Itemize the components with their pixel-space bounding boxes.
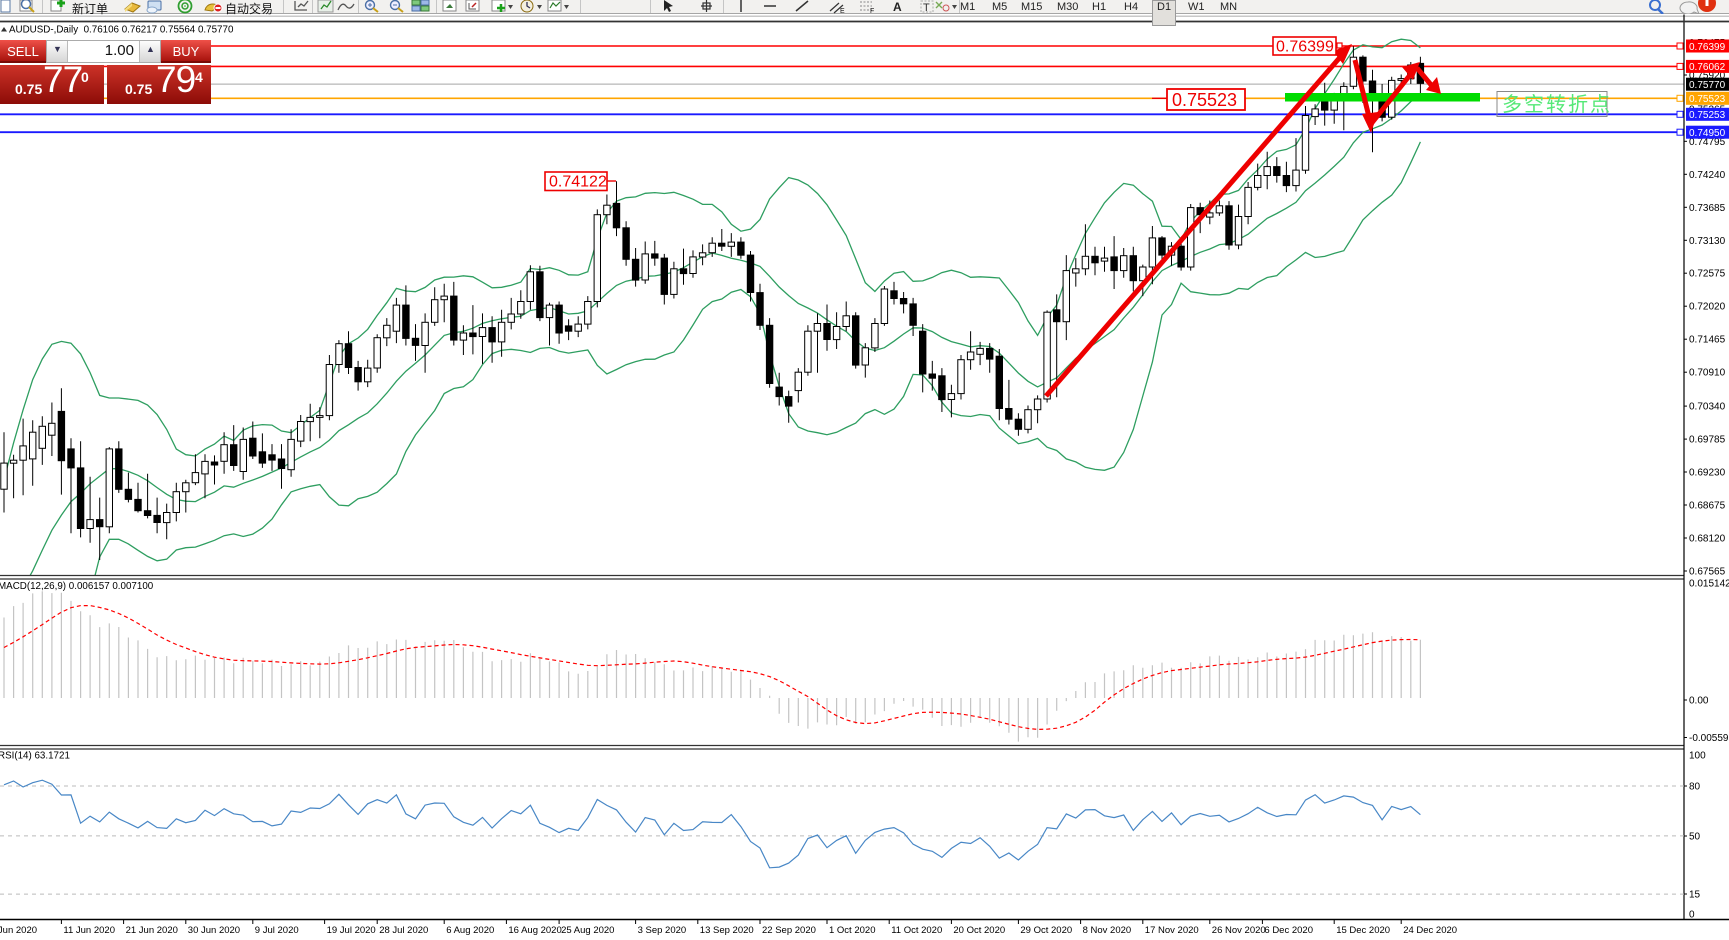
svg-text:E: E [840, 8, 845, 14]
svg-text:11 Oct 2020: 11 Oct 2020 [891, 925, 942, 936]
svg-text:16 Aug 2020: 16 Aug 2020 [508, 925, 561, 936]
svg-text:0.70340: 0.70340 [1689, 402, 1726, 413]
svg-text:22 Sep 2020: 22 Sep 2020 [762, 925, 816, 936]
svg-text:9 Jul 2020: 9 Jul 2020 [255, 925, 299, 936]
svg-text:0.015142: 0.015142 [1689, 579, 1729, 590]
svg-text:25 Aug 2020: 25 Aug 2020 [561, 925, 614, 936]
svg-text:21 Jun 2020: 21 Jun 2020 [126, 925, 178, 936]
svg-text:0.70910: 0.70910 [1689, 368, 1726, 379]
svg-text:8 Nov 2020: 8 Nov 2020 [1083, 925, 1132, 936]
svg-text:15 Dec 2020: 15 Dec 2020 [1336, 925, 1390, 936]
svg-text:A: A [893, 0, 902, 14]
svg-text:24 Dec 2020: 24 Dec 2020 [1403, 925, 1457, 936]
svg-text:0.72020: 0.72020 [1689, 302, 1726, 313]
svg-text:0.72575: 0.72575 [1689, 269, 1726, 280]
svg-text:0.74240: 0.74240 [1689, 170, 1726, 181]
svg-text:0.69230: 0.69230 [1689, 468, 1726, 479]
svg-text:26 Nov 2020: 26 Nov 2020 [1212, 925, 1266, 936]
svg-text:AUDUSD-,Daily 0.76106 0.76217: AUDUSD-,Daily 0.76106 0.76217 0.75564 0.… [9, 25, 234, 36]
svg-text:1 Oct 2020: 1 Oct 2020 [829, 925, 875, 936]
svg-text:MACD(12,26,9) 0.006157 0.00710: MACD(12,26,9) 0.006157 0.007100 [0, 581, 154, 592]
svg-text:-0.005595: -0.005595 [1689, 733, 1729, 744]
svg-text:0.75920: 0.75920 [1689, 71, 1726, 82]
svg-text:0: 0 [1689, 910, 1695, 921]
svg-text:0.68675: 0.68675 [1689, 501, 1726, 512]
svg-text:0.76399: 0.76399 [1689, 42, 1726, 53]
svg-text:15: 15 [1689, 890, 1701, 901]
svg-text:0.67565: 0.67565 [1689, 567, 1726, 578]
svg-text:F: F [870, 8, 874, 14]
svg-text:0.71465: 0.71465 [1689, 335, 1726, 346]
svg-text:50: 50 [1689, 832, 1701, 843]
svg-text:0.75523: 0.75523 [1689, 94, 1726, 105]
svg-text:20 Oct 2020: 20 Oct 2020 [953, 925, 1005, 936]
svg-text:多空转折点: 多空转折点 [1502, 93, 1612, 116]
svg-text:0.75523: 0.75523 [1172, 90, 1237, 110]
svg-text:30 Jun 2020: 30 Jun 2020 [188, 925, 240, 936]
svg-text:28 Jul 2020: 28 Jul 2020 [379, 925, 428, 936]
svg-text:100: 100 [1689, 751, 1706, 762]
svg-text:11 Jun 2020: 11 Jun 2020 [63, 925, 115, 936]
svg-text:0.00: 0.00 [1689, 696, 1709, 707]
svg-text:0.76399: 0.76399 [1276, 39, 1334, 56]
svg-text:0.76062: 0.76062 [1689, 62, 1726, 73]
svg-text:RSI(14) 63.1721: RSI(14) 63.1721 [0, 751, 70, 762]
svg-text:6 Dec 2020: 6 Dec 2020 [1264, 925, 1313, 936]
svg-text:0.73685: 0.73685 [1689, 203, 1726, 214]
svg-text:0.68120: 0.68120 [1689, 534, 1726, 545]
svg-text:29 Oct 2020: 29 Oct 2020 [1020, 925, 1072, 936]
svg-text:0.74122: 0.74122 [549, 174, 607, 191]
svg-text:T: T [923, 2, 930, 14]
svg-text:80: 80 [1689, 782, 1701, 793]
svg-text:19 Jul 2020: 19 Jul 2020 [327, 925, 376, 936]
svg-text:0.75253: 0.75253 [1689, 110, 1726, 121]
svg-text:1 Jun 2020: 1 Jun 2020 [0, 925, 37, 936]
svg-text:0.75770: 0.75770 [1689, 80, 1726, 91]
svg-text:6 Aug 2020: 6 Aug 2020 [446, 925, 494, 936]
svg-text:13 Sep 2020: 13 Sep 2020 [700, 925, 754, 936]
svg-text:0.74795: 0.74795 [1689, 137, 1726, 148]
svg-text:0.69785: 0.69785 [1689, 435, 1726, 446]
svg-text:0.74950: 0.74950 [1689, 128, 1726, 139]
svg-text:0.73130: 0.73130 [1689, 236, 1726, 247]
svg-text:17 Nov 2020: 17 Nov 2020 [1145, 925, 1199, 936]
svg-text:3 Sep 2020: 3 Sep 2020 [638, 925, 687, 936]
